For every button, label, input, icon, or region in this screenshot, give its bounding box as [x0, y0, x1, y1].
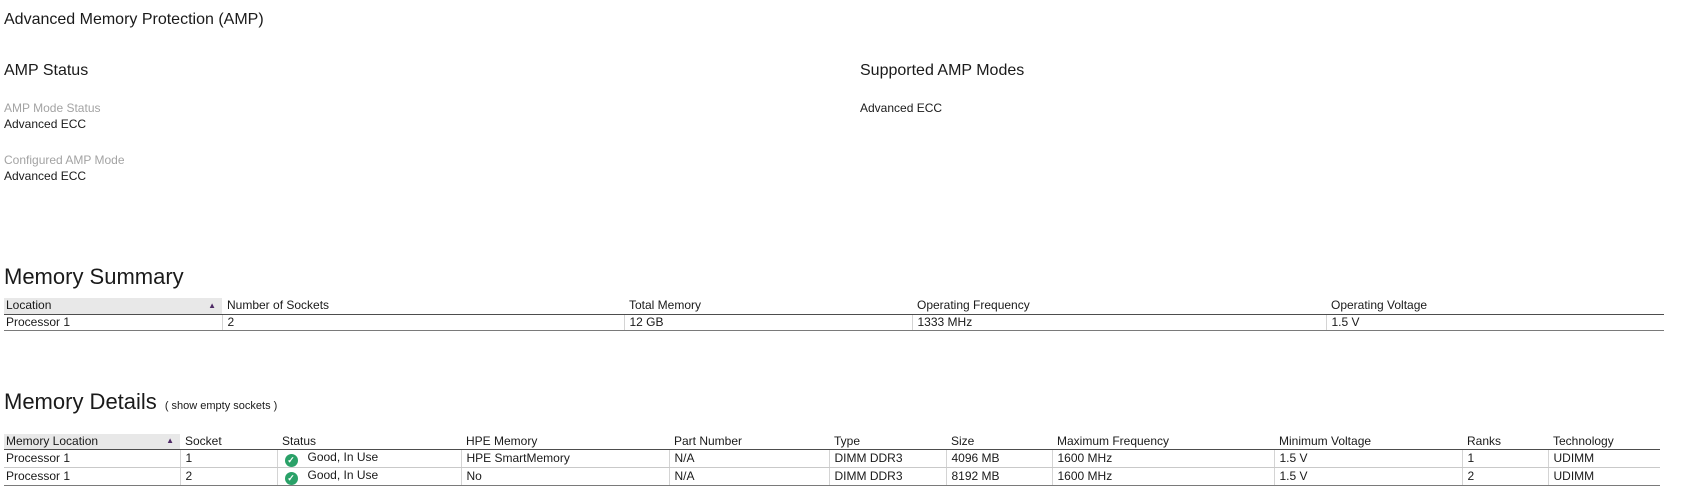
table-header-row: Memory Location ▲ Socket Status HPE Memo…	[4, 434, 1660, 450]
cell-hpe-memory: No	[461, 468, 669, 486]
cell-number-of-sockets: 2	[222, 314, 624, 330]
field-value: Advanced ECC	[4, 116, 860, 132]
field-label: AMP Mode Status	[4, 100, 860, 116]
cell-status: ✓ Good, In Use	[277, 450, 461, 468]
status-ok-icon: ✓	[285, 454, 298, 467]
column-header-label: Memory Location	[6, 434, 98, 449]
status-ok-icon: ✓	[285, 472, 298, 485]
table-row: Processor 1 2 12 GB 1333 MHz 1.5 V	[4, 314, 1664, 330]
field-label: Configured AMP Mode	[4, 152, 860, 168]
cell-socket: 2	[180, 468, 277, 486]
memory-details-heading: Memory Details	[4, 389, 157, 415]
cell-ranks: 2	[1462, 468, 1548, 486]
configured-amp-mode-field: Configured AMP Mode Advanced ECC	[4, 152, 860, 184]
column-header-technology[interactable]: Technology	[1548, 434, 1660, 450]
status-text: Good, In Use	[308, 450, 379, 464]
amp-section: AMP Status AMP Mode Status Advanced ECC …	[4, 61, 1691, 184]
cell-memory-location: Processor 1	[4, 450, 180, 468]
cell-minimum-voltage: 1.5 V	[1274, 468, 1462, 486]
column-header-operating-frequency[interactable]: Operating Frequency	[912, 298, 1326, 314]
memory-summary-heading: Memory Summary	[4, 264, 1691, 290]
cell-type: DIMM DDR3	[829, 450, 946, 468]
cell-hpe-memory: HPE SmartMemory	[461, 450, 669, 468]
column-header-hpe-memory[interactable]: HPE Memory	[461, 434, 669, 450]
table-row: Processor 1 2 ✓ Good, In Use No N/A DIMM …	[4, 468, 1660, 486]
supported-amp-modes-panel: Supported AMP Modes Advanced ECC	[860, 61, 1691, 184]
amp-mode-status-field: AMP Mode Status Advanced ECC	[4, 100, 860, 132]
cell-type: DIMM DDR3	[829, 468, 946, 486]
cell-minimum-voltage: 1.5 V	[1274, 450, 1462, 468]
column-header-size[interactable]: Size	[946, 434, 1052, 450]
page-title: Advanced Memory Protection (AMP)	[4, 10, 1691, 29]
cell-operating-voltage: 1.5 V	[1326, 314, 1664, 330]
column-header-number-of-sockets[interactable]: Number of Sockets	[222, 298, 624, 314]
cell-maximum-frequency: 1600 MHz	[1052, 468, 1274, 486]
column-header-minimum-voltage[interactable]: Minimum Voltage	[1274, 434, 1462, 450]
table-header-row: Location ▲ Number of Sockets Total Memor…	[4, 298, 1664, 314]
memory-summary-section: Memory Summary Location ▲ Number of Sock…	[4, 264, 1691, 331]
column-header-socket[interactable]: Socket	[180, 434, 277, 450]
cell-operating-frequency: 1333 MHz	[912, 314, 1326, 330]
sort-ascending-icon: ▲	[208, 302, 220, 310]
memory-details-section: Memory Details ( show empty sockets ) Me…	[4, 389, 1691, 486]
column-header-part-number[interactable]: Part Number	[669, 434, 829, 450]
amp-status-heading: AMP Status	[4, 61, 860, 80]
column-header-maximum-frequency[interactable]: Maximum Frequency	[1052, 434, 1274, 450]
sort-ascending-icon: ▲	[166, 437, 178, 445]
cell-socket: 1	[180, 450, 277, 468]
column-header-ranks[interactable]: Ranks	[1462, 434, 1548, 450]
column-header-total-memory[interactable]: Total Memory	[624, 298, 912, 314]
cell-total-memory: 12 GB	[624, 314, 912, 330]
column-header-memory-location[interactable]: Memory Location ▲	[4, 434, 180, 450]
cell-size: 8192 MB	[946, 468, 1052, 486]
table-row: Processor 1 1 ✓ Good, In Use HPE SmartMem…	[4, 450, 1660, 468]
supported-amp-mode-value: Advanced ECC	[860, 100, 1691, 116]
memory-details-table: Memory Location ▲ Socket Status HPE Memo…	[4, 434, 1660, 486]
cell-location: Processor 1	[4, 314, 222, 330]
column-header-label: Location	[6, 298, 51, 313]
column-header-operating-voltage[interactable]: Operating Voltage	[1326, 298, 1664, 314]
amp-status-panel: AMP Status AMP Mode Status Advanced ECC …	[4, 61, 860, 184]
cell-size: 4096 MB	[946, 450, 1052, 468]
field-value: Advanced ECC	[4, 168, 860, 184]
column-header-status[interactable]: Status	[277, 434, 461, 450]
cell-part-number: N/A	[669, 450, 829, 468]
cell-memory-location: Processor 1	[4, 468, 180, 486]
supported-amp-modes-heading: Supported AMP Modes	[860, 61, 1691, 80]
cell-status: ✓ Good, In Use	[277, 468, 461, 486]
cell-maximum-frequency: 1600 MHz	[1052, 450, 1274, 468]
column-header-type[interactable]: Type	[829, 434, 946, 450]
show-empty-sockets-link[interactable]: ( show empty sockets )	[165, 393, 277, 419]
cell-part-number: N/A	[669, 468, 829, 486]
cell-technology: UDIMM	[1548, 468, 1660, 486]
cell-technology: UDIMM	[1548, 450, 1660, 468]
status-text: Good, In Use	[308, 468, 379, 482]
memory-summary-table: Location ▲ Number of Sockets Total Memor…	[4, 298, 1664, 331]
column-header-location[interactable]: Location ▲	[4, 298, 222, 314]
cell-ranks: 1	[1462, 450, 1548, 468]
